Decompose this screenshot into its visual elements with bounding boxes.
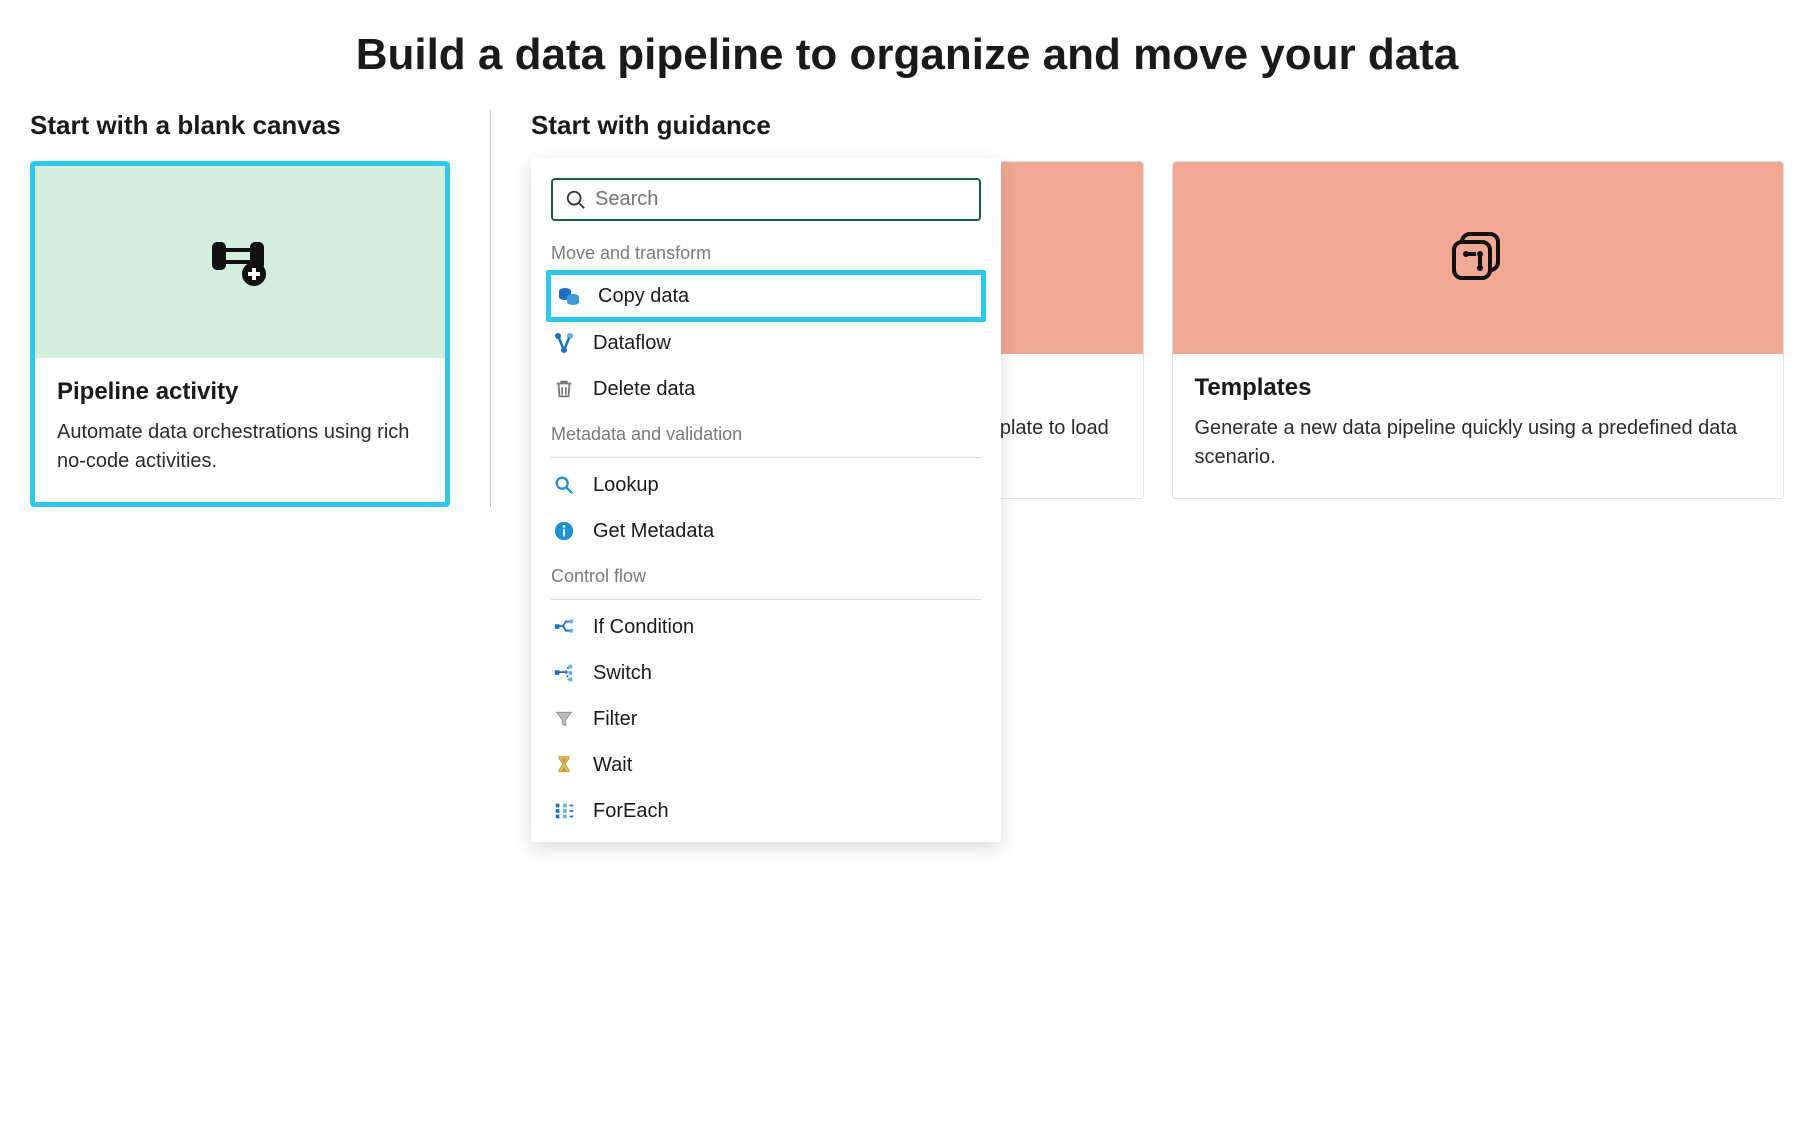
group-metadata-label: Metadata and validation — [531, 412, 1001, 453]
dropdown-item-label: Delete data — [593, 378, 695, 401]
left-column: Start with a blank canvas Pipeline activ… — [30, 110, 450, 507]
search-icon — [565, 189, 587, 211]
dropdown-item-foreach[interactable]: ForEach — [531, 788, 1001, 834]
vertical-divider — [490, 110, 491, 507]
switch-icon — [551, 660, 577, 686]
dropdown-item-label: Copy data — [598, 285, 689, 308]
templates-body: Templates Generate a new data pipeline q… — [1173, 354, 1784, 498]
group-control-flow-label: Control flow — [531, 554, 1001, 595]
pipeline-activity-desc: Automate data orchestrations using rich … — [57, 418, 423, 476]
blank-canvas-section-title: Start with a blank canvas — [30, 110, 450, 141]
dropdown-item-switch[interactable]: Switch — [531, 650, 1001, 696]
dropdown-item-dataflow[interactable]: Dataflow — [531, 320, 1001, 366]
guidance-section-title: Start with guidance — [531, 110, 1784, 141]
dropdown-item-copy-data[interactable]: Copy data — [546, 270, 986, 322]
dropdown-item-label: Switch — [593, 662, 652, 685]
right-column: Start with guidance Practice — [531, 110, 1784, 499]
templates-icon — [1446, 226, 1510, 290]
pipeline-activity-body: Pipeline activity Automate data orchestr… — [35, 358, 445, 502]
main-layout: Start with a blank canvas Pipeline activ… — [20, 110, 1794, 507]
dropdown-item-delete-data[interactable]: Delete data — [531, 366, 1001, 412]
page-title: Build a data pipeline to organize and mo… — [20, 30, 1794, 80]
wait-icon — [551, 752, 577, 778]
dropdown-divider — [551, 599, 981, 600]
foreach-icon — [551, 798, 577, 824]
copy-data-icon — [556, 283, 582, 309]
activity-search[interactable] — [551, 178, 981, 221]
trash-icon — [551, 376, 577, 402]
dropdown-item-label: Wait — [593, 754, 632, 777]
lookup-icon — [551, 472, 577, 498]
dropdown-item-label: Dataflow — [593, 332, 671, 355]
pipeline-activity-hero — [35, 166, 445, 358]
filter-icon — [551, 706, 577, 732]
pipeline-activity-card[interactable]: Pipeline activity Automate data orchestr… — [30, 161, 450, 507]
dropdown-item-filter[interactable]: Filter — [531, 696, 1001, 742]
dropdown-item-label: If Condition — [593, 616, 694, 639]
pipeline-activity-title: Pipeline activity — [57, 378, 423, 406]
info-icon — [551, 518, 577, 544]
dropdown-divider — [551, 457, 981, 458]
dropdown-item-label: Lookup — [593, 474, 659, 497]
dropdown-item-lookup[interactable]: Lookup — [531, 462, 1001, 508]
activity-search-input[interactable] — [595, 188, 967, 211]
dropdown-item-wait[interactable]: Wait — [531, 742, 1001, 788]
templates-card[interactable]: Templates Generate a new data pipeline q… — [1172, 161, 1785, 499]
dropdown-item-if-condition[interactable]: If Condition — [531, 604, 1001, 650]
activity-dropdown: Move and transform Copy data Dataflow De… — [531, 158, 1001, 842]
if-icon — [551, 614, 577, 640]
dropdown-item-label: ForEach — [593, 800, 669, 823]
dropdown-item-get-metadata[interactable]: Get Metadata — [531, 508, 1001, 554]
templates-title: Templates — [1195, 374, 1762, 402]
templates-hero — [1173, 162, 1784, 354]
dropdown-item-label: Get Metadata — [593, 520, 714, 543]
dataflow-icon — [551, 330, 577, 356]
templates-desc: Generate a new data pipeline quickly usi… — [1195, 414, 1762, 472]
pipeline-add-icon — [208, 230, 272, 294]
group-move-transform-label: Move and transform — [531, 231, 1001, 272]
dropdown-item-label: Filter — [593, 708, 637, 731]
